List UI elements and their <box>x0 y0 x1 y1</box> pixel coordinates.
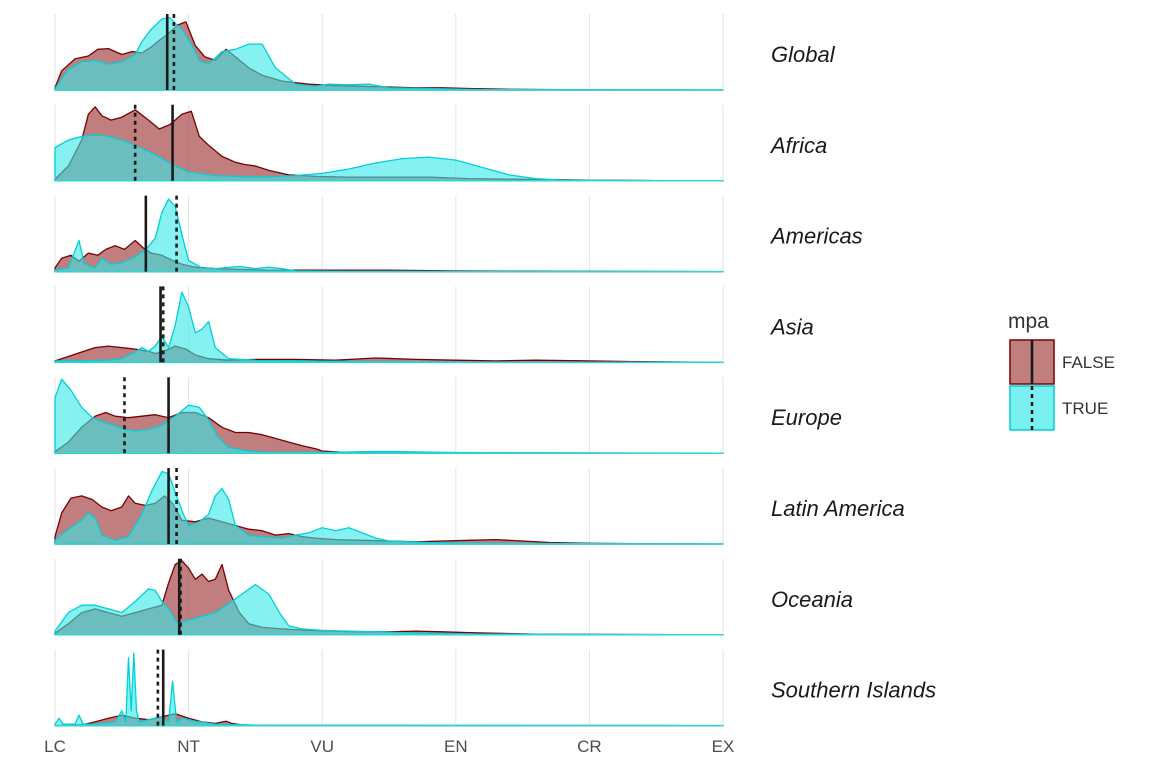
x-tick-label: LC <box>44 737 66 756</box>
x-tick-label: EN <box>444 737 468 756</box>
strip-label: Global <box>771 42 836 67</box>
panel-oceania: Oceania <box>54 558 853 636</box>
panel-global: Global <box>54 14 836 91</box>
legend-title: mpa <box>1008 310 1049 333</box>
panel-americas: Americas <box>54 195 863 273</box>
legend-swatch-true <box>1009 385 1055 431</box>
strip-label: Americas <box>769 224 863 249</box>
panel-southern-islands: Southern Islands <box>54 649 936 727</box>
legend-key-false: FALSE <box>1009 339 1115 385</box>
density-area-true <box>54 134 724 182</box>
panel-asia: Asia <box>54 286 814 364</box>
x-tick-label: VU <box>310 737 334 756</box>
x-tick-label: CR <box>577 737 602 756</box>
strip-label: Africa <box>769 133 827 158</box>
legend-label-true: TRUE <box>1062 399 1108 418</box>
legend-label-false: FALSE <box>1062 353 1115 372</box>
legend: mpa FALSE TRUE <box>1008 310 1115 431</box>
strip-label: Asia <box>769 314 814 339</box>
density-area-true <box>54 470 724 545</box>
legend-key-true: TRUE <box>1009 385 1108 431</box>
x-tick-label: NT <box>177 737 200 756</box>
x-axis: LC NT VU EN CR EX <box>44 737 734 756</box>
density-area-true <box>54 378 724 454</box>
panel-africa: Africa <box>54 104 827 182</box>
density-area-true <box>54 652 724 727</box>
strip-label: Latin America <box>771 496 905 521</box>
density-panels: Global Africa Americas Asia Europe Latin Amer… <box>54 14 936 727</box>
strip-label: Oceania <box>771 587 853 612</box>
x-tick-label: EX <box>712 737 735 756</box>
density-area-true <box>54 198 724 273</box>
panel-europe: Europe <box>54 377 842 454</box>
panel-latin-america: Latin America <box>54 468 905 545</box>
strip-label: Europe <box>771 405 842 430</box>
density-area-true <box>54 583 724 636</box>
density-area-true <box>54 291 724 364</box>
density-area-true <box>54 16 724 91</box>
strip-label: Southern Islands <box>771 678 936 703</box>
